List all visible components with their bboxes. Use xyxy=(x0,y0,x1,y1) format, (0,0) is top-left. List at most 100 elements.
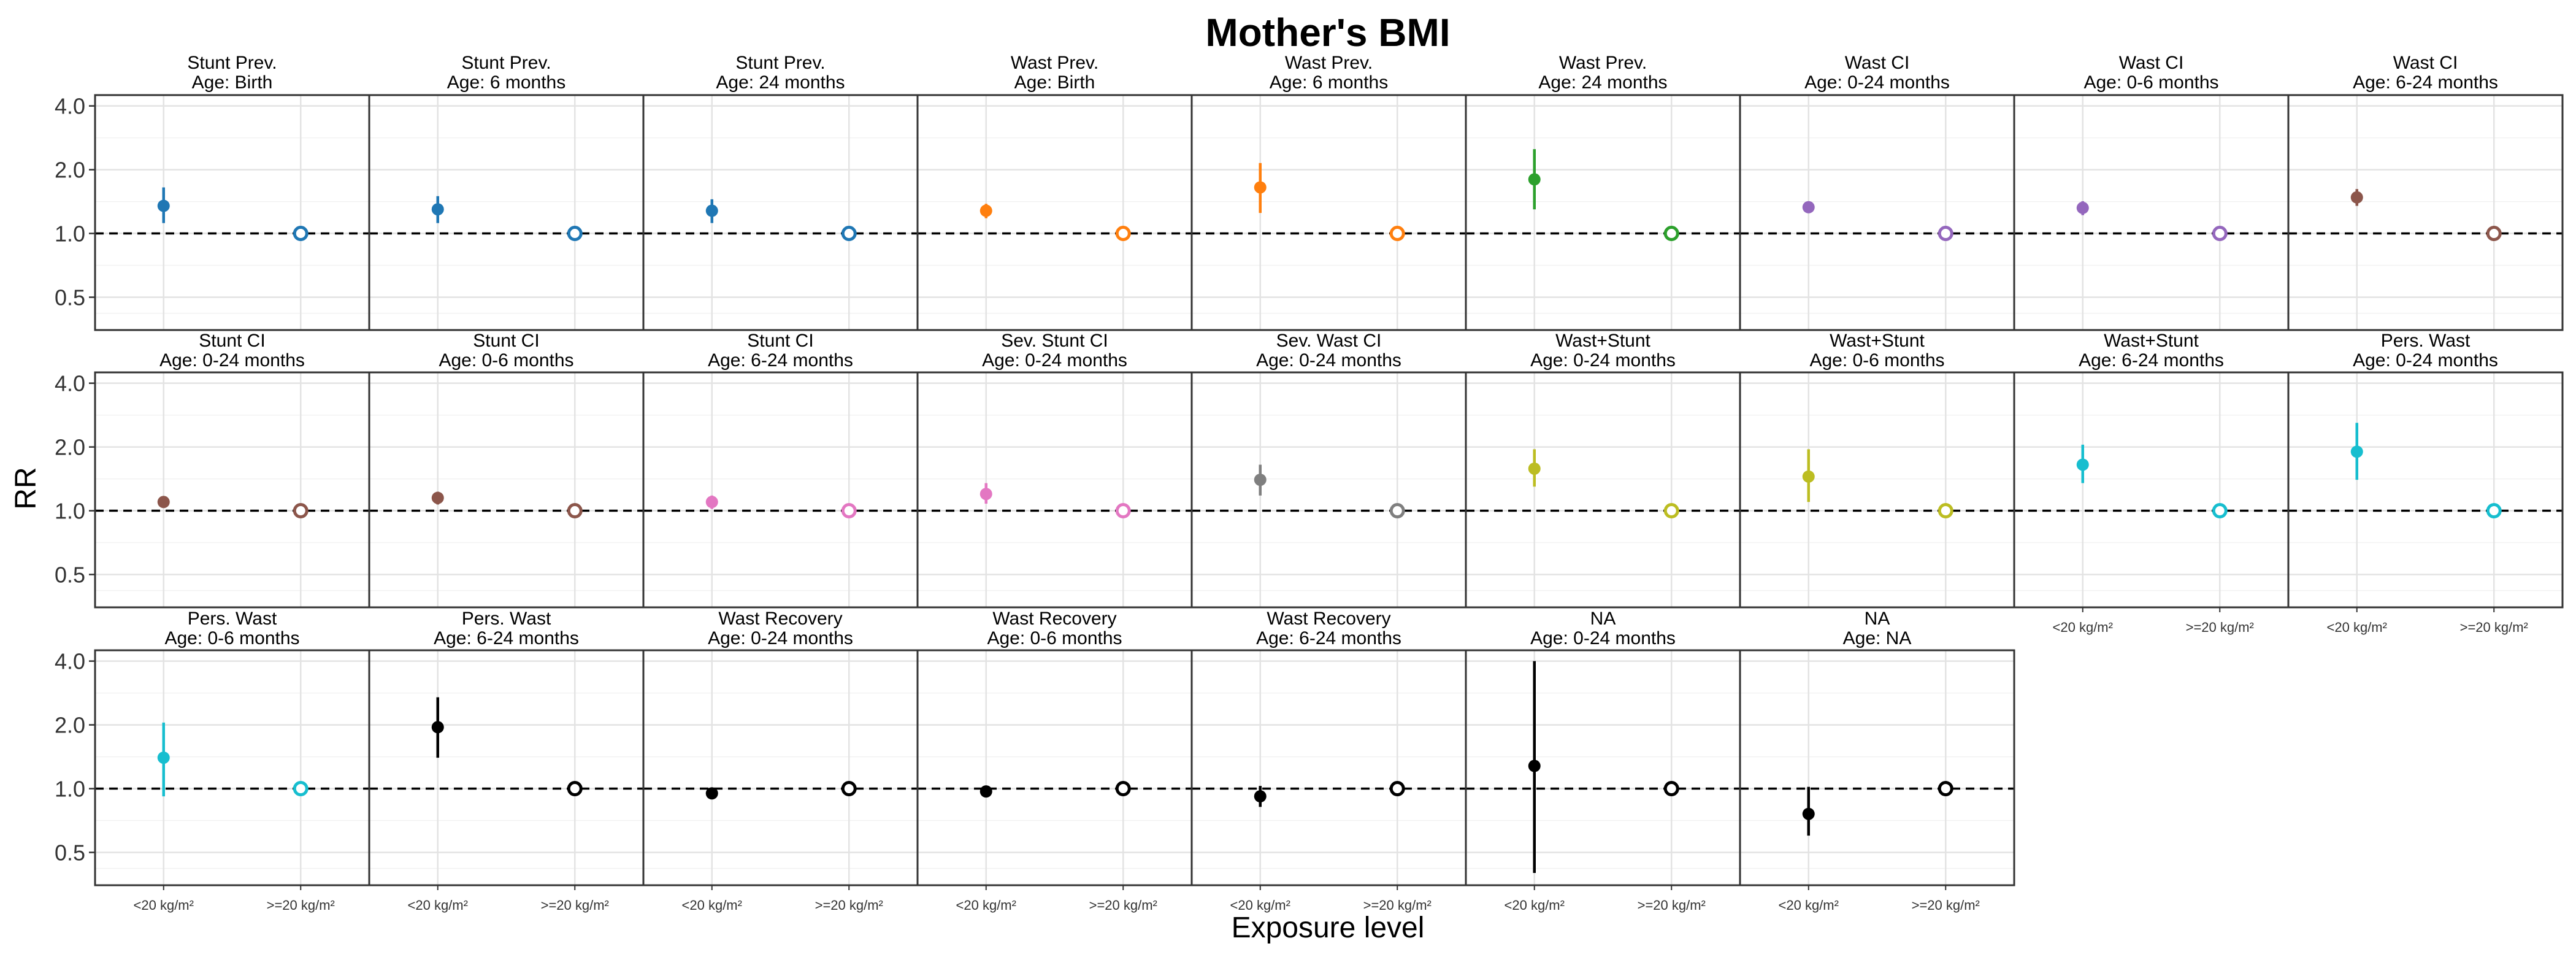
estimate-point xyxy=(705,204,718,217)
panel-border xyxy=(1465,94,1741,331)
reference-point xyxy=(293,781,309,797)
panel-border xyxy=(642,649,919,886)
panel-strip-outcome: Wast CI xyxy=(1845,53,1910,73)
x-tick-label: <20 kg/m² xyxy=(2053,620,2113,635)
estimate-point xyxy=(1528,462,1541,475)
x-tick-label: <20 kg/m² xyxy=(408,897,468,913)
facet-panel: Wast Prev.Age: 24 months xyxy=(1465,53,1741,331)
reference-point xyxy=(1663,781,1679,797)
panel-strip-outcome: Wast Recovery xyxy=(992,609,1116,629)
panel-strip-age: Age: 24 months xyxy=(716,72,845,93)
x-tick-label: >=20 kg/m² xyxy=(541,897,609,913)
reference-point xyxy=(1389,226,1405,242)
panel-strip-outcome: Stunt CI xyxy=(199,331,265,351)
estimate-point xyxy=(1254,790,1267,803)
x-axis-title: Exposure level xyxy=(1232,912,1425,944)
y-tick-label: 1.0 xyxy=(55,221,85,247)
panel-border xyxy=(1465,649,1741,886)
panel-strip-age: Age: 6 months xyxy=(447,72,565,93)
panel-border xyxy=(94,649,370,886)
panel-strip-age: Age: 0-24 months xyxy=(1804,72,1950,93)
estimate-point xyxy=(979,488,992,501)
panel-strip-age: Age: 0-24 months xyxy=(2353,350,2498,371)
panel-strip-outcome: Stunt Prev. xyxy=(461,53,551,73)
facet-panel: Stunt Prev.Age: 24 months xyxy=(642,53,919,331)
reference-point xyxy=(2212,226,2228,242)
x-tick-label: <20 kg/m² xyxy=(1230,897,1290,913)
panel-strip-outcome: Sev. Stunt CI xyxy=(1001,331,1108,351)
panel-strip-outcome: Stunt Prev. xyxy=(735,53,825,73)
panel-border xyxy=(368,94,645,331)
panel-strip-age: Age: 0-24 months xyxy=(708,628,853,648)
estimate-point xyxy=(1802,470,1815,483)
estimate-point xyxy=(2076,458,2089,471)
estimate-point xyxy=(157,751,170,764)
estimate-point xyxy=(431,491,444,504)
estimate-point xyxy=(979,785,992,798)
panel-strip-age: Age: Birth xyxy=(1014,72,1095,93)
x-tick-label: >=20 kg/m² xyxy=(1912,897,1980,913)
reference-point xyxy=(1115,781,1131,797)
panel-strip-age: Age: 6-24 months xyxy=(708,350,853,371)
estimate-point xyxy=(705,787,718,800)
reference-point xyxy=(567,503,583,519)
reference-point xyxy=(2212,503,2228,519)
y-tick-label: 0.5 xyxy=(55,563,85,588)
y-tick-label: 2.0 xyxy=(55,713,85,738)
y-tick-label: 1.0 xyxy=(55,777,85,802)
estimate-point xyxy=(157,496,170,509)
x-tick-label: <20 kg/m² xyxy=(134,897,194,913)
reference-point xyxy=(2486,503,2502,519)
panel-strip-age: Age: 0-6 months xyxy=(1809,350,1944,371)
reference-point xyxy=(567,226,583,242)
panel-border xyxy=(1190,371,1467,609)
reference-point xyxy=(293,226,309,242)
reference-point xyxy=(1663,503,1679,519)
panel-strip-outcome: Wast CI xyxy=(2119,53,2184,73)
x-tick-label: >=20 kg/m² xyxy=(1363,897,1432,913)
y-tick-label: 2.0 xyxy=(55,158,85,183)
panel-strip-outcome: Stunt CI xyxy=(473,331,539,351)
estimate-point xyxy=(1802,807,1815,820)
y-tick-label: 4.0 xyxy=(55,649,85,674)
panel-strip-age: Age: 24 months xyxy=(1538,72,1667,93)
x-tick-label: >=20 kg/m² xyxy=(267,897,335,913)
facet-panel: Wast Prev.Age: Birth xyxy=(916,53,1193,331)
estimate-point xyxy=(1254,474,1267,486)
y-tick-label: 4.0 xyxy=(55,371,85,396)
panel-strip-age: Age: 0-24 months xyxy=(1256,350,1401,371)
x-tick-label: >=20 kg/m² xyxy=(1089,897,1157,913)
panel-strip-outcome: NA xyxy=(1865,609,1890,629)
estimate-point xyxy=(1528,173,1541,186)
panel-border xyxy=(94,94,370,331)
reference-point xyxy=(1389,503,1405,519)
x-tick-label: >=20 kg/m² xyxy=(2460,620,2528,635)
reference-point xyxy=(293,503,309,519)
panel-border xyxy=(916,371,1193,609)
estimate-point xyxy=(979,204,992,217)
chart-title: Mother's BMI xyxy=(1205,10,1450,55)
panel-border xyxy=(1739,371,2015,609)
x-tick-label: <20 kg/m² xyxy=(1779,897,1839,913)
reference-point xyxy=(1115,503,1131,519)
reference-point xyxy=(841,503,857,519)
panel-strip-outcome: Wast Prev. xyxy=(1285,53,1373,73)
panel-strip-outcome: Wast Recovery xyxy=(1267,609,1390,629)
reference-point xyxy=(2486,226,2502,242)
panel-strip-age: Age: 0-24 months xyxy=(982,350,1127,371)
panel-border xyxy=(916,649,1193,886)
y-tick-label: 0.5 xyxy=(55,285,85,310)
panel-border xyxy=(1739,649,2015,886)
